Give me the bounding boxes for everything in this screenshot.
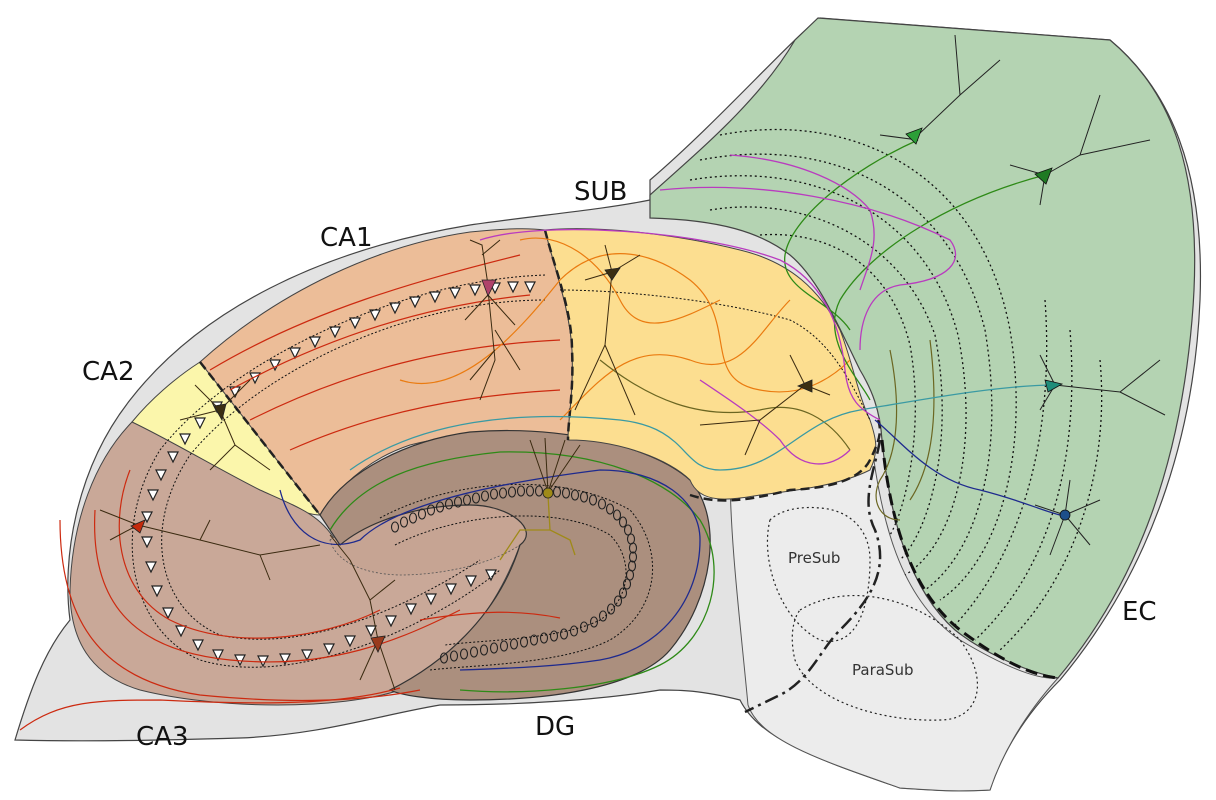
dg-layer-dotted-lines [379, 483, 654, 671]
stellate-neuron-icon [1059, 509, 1071, 521]
ec-neuron-4 [1034, 479, 1101, 556]
ca2-label: CA2 [82, 357, 134, 387]
ec-boundary-dashed [880, 439, 1059, 680]
ca2-neuron [179, 379, 271, 471]
ec-neuron-2 [1009, 94, 1151, 206]
pyramidal-neuron-icon [370, 635, 386, 653]
sub-label: SUB [574, 177, 627, 207]
ca3-neuron-2 [329, 534, 396, 691]
dg-label: DG [535, 712, 575, 742]
ca3-label: CA3 [136, 722, 188, 752]
pyramidal-neuron-icon [1034, 167, 1053, 185]
dg-granule-neuron [499, 437, 581, 561]
parasub-boundaries [744, 439, 978, 721]
dg-region [319, 430, 711, 701]
presub-label: PreSub [788, 549, 840, 567]
ec-neuron-3 [1039, 354, 1166, 416]
sub-neuron-1 [574, 244, 641, 416]
green-fibers [329, 139, 1046, 693]
sub-neuron-2 [699, 354, 831, 456]
pyramidal-neuron-icon [796, 379, 813, 393]
pyramidal-neuron-icon [905, 127, 923, 145]
ca2-boundary-dashed [199, 361, 321, 516]
magenta-fibers [479, 154, 957, 465]
pyramidal-neuron-icon [604, 267, 621, 281]
ca3-neuron-1 [99, 509, 321, 581]
red-fibers [19, 254, 561, 731]
orange-fibers [399, 237, 851, 421]
pyramidal-neuron-icon [213, 403, 227, 422]
ca1-neuron [464, 239, 521, 401]
pyramidal-neuron-icon [130, 519, 146, 534]
olive-fibers [599, 339, 935, 521]
pyramidal-neuron-icon [481, 279, 497, 297]
ec-label: EC [1122, 597, 1157, 627]
ec-layer-lines [689, 128, 1103, 651]
dg-granule-layer [390, 485, 638, 664]
granule-cell-icon [542, 487, 554, 499]
ca1-label: CA1 [320, 223, 372, 253]
blue-fibers [279, 419, 1061, 671]
teal-fibers [349, 384, 1056, 471]
ec-neuron-1 [879, 34, 1001, 145]
pyramidal-neuron-icon [1044, 379, 1064, 393]
presub-area [729, 429, 1060, 792]
parasub-label: ParaSub [852, 661, 913, 679]
